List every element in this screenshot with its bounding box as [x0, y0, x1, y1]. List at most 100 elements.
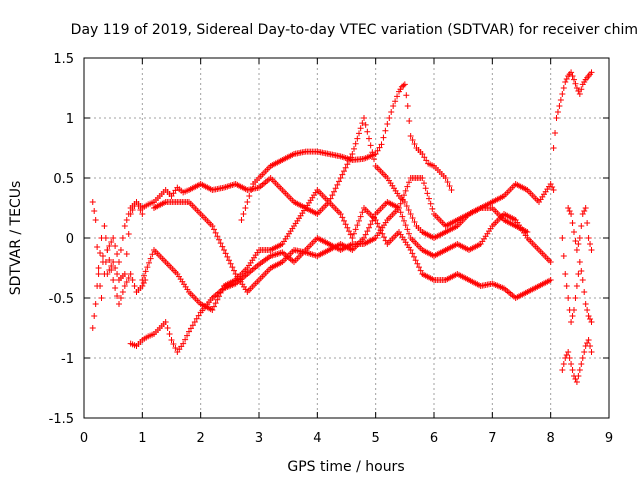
data-point: [421, 180, 427, 187]
series-track-f: [151, 199, 554, 295]
data-point: [409, 137, 416, 143]
data-point: [371, 214, 377, 221]
data-point: [547, 259, 554, 265]
x-tick-label: 7: [488, 431, 496, 446]
x-axis-label: GPS time / hours: [287, 459, 404, 475]
data-point: [404, 226, 411, 233]
data-point: [102, 235, 109, 241]
data-point: [569, 313, 576, 319]
data-point: [112, 243, 119, 249]
data-point: [409, 215, 416, 221]
data-point: [442, 175, 449, 181]
series-track-b: [89, 199, 146, 301]
y-tick-label: -1.5: [49, 412, 74, 427]
data-point: [242, 205, 249, 211]
data-point: [582, 205, 589, 211]
data-point: [581, 289, 588, 295]
x-tick-label: 8: [547, 431, 555, 446]
data-point: [344, 161, 351, 168]
data-point: [394, 93, 401, 100]
plot-frame: [83, 57, 610, 419]
data-point: [552, 130, 559, 136]
data-point: [168, 337, 175, 343]
data-point: [108, 263, 115, 269]
data-point: [186, 328, 192, 335]
data-point: [396, 205, 402, 211]
data-point: [424, 190, 431, 197]
data-point: [565, 205, 572, 211]
data-point: [578, 361, 585, 367]
data-point: [139, 283, 146, 289]
data-point: [411, 141, 418, 147]
data-point: [369, 217, 376, 224]
data-point: [119, 235, 126, 241]
x-tick-labels: 0 1 2 3 4 5 6 7 8 9: [80, 431, 613, 446]
data-point: [578, 86, 585, 93]
data-point: [95, 271, 102, 277]
data-point: [401, 192, 407, 199]
y-tick-labels: 1.5 1 0.5 0 -0.5 -1 -1.5: [49, 52, 74, 427]
data-point: [575, 271, 582, 277]
data-point: [101, 223, 108, 229]
data-point: [584, 340, 591, 346]
data-point: [403, 203, 410, 209]
data-point: [140, 280, 147, 286]
data-point: [349, 151, 356, 157]
data-point: [99, 259, 106, 265]
data-point: [227, 260, 234, 267]
data-point: [549, 184, 556, 190]
data-point: [587, 316, 594, 322]
data-point: [117, 247, 124, 253]
data-point: [411, 253, 417, 260]
data-point: [588, 349, 595, 355]
data-point: [579, 277, 586, 283]
data-point: [584, 307, 591, 313]
data-point: [229, 264, 236, 271]
data-point: [404, 183, 411, 190]
data-point: [404, 103, 411, 109]
data-point: [114, 251, 121, 257]
data-point: [572, 80, 579, 87]
data-point: [231, 267, 237, 274]
data-point: [444, 179, 451, 185]
data-point: [566, 355, 573, 361]
data-point: [352, 226, 359, 233]
data-point: [212, 229, 219, 236]
data-point: [112, 285, 119, 291]
data-point: [579, 355, 586, 361]
data-point: [423, 157, 430, 164]
data-point: [119, 289, 126, 295]
data-point: [104, 271, 111, 277]
data-point: [92, 301, 99, 307]
data-point: [576, 367, 583, 373]
data-point: [114, 271, 121, 277]
data-point: [419, 175, 426, 181]
data-point: [116, 259, 122, 265]
data-point: [585, 313, 592, 319]
data-point: [180, 340, 187, 347]
series-track-g: [238, 81, 455, 223]
data-point: [392, 98, 399, 105]
data-point: [94, 244, 101, 250]
data-point: [407, 133, 414, 139]
data-point: [414, 260, 421, 267]
data-point: [89, 325, 96, 331]
data-point: [578, 223, 585, 229]
data-point: [351, 230, 357, 237]
data-point: [572, 376, 579, 382]
data-point: [127, 211, 134, 217]
data-point: [131, 203, 138, 209]
data-point: [572, 238, 579, 244]
data-point: [386, 115, 393, 121]
data-point: [571, 307, 577, 313]
data-point: [112, 265, 119, 271]
series-track-i: [559, 337, 595, 385]
data-point: [361, 235, 367, 241]
data-point: [559, 91, 566, 97]
y-tick-label: 0.5: [53, 172, 74, 187]
data-point: [366, 135, 372, 142]
data-point: [219, 243, 226, 250]
data-point: [347, 231, 354, 238]
data-point: [575, 241, 582, 247]
data-point: [422, 185, 429, 192]
